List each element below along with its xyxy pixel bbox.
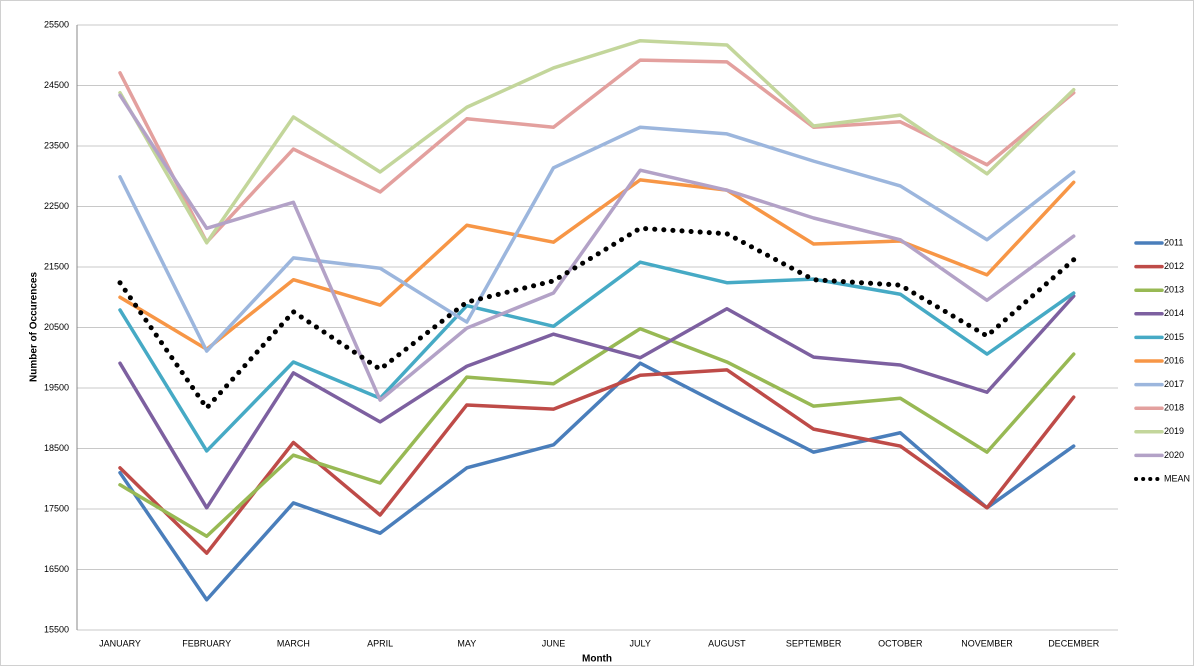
y-tick-label: 18500 [44, 443, 69, 453]
series-line [118, 125, 1076, 353]
legend-label: 2012 [1164, 261, 1184, 271]
series-line [118, 58, 1076, 244]
legend-label: 2013 [1164, 285, 1184, 295]
legend-label: 2015 [1164, 332, 1184, 342]
series-line [118, 368, 1076, 555]
y-tick-label: 21500 [44, 261, 69, 271]
x-tick-label: AUGUST [708, 638, 746, 648]
x-tick-label: DECEMBER [1048, 638, 1100, 648]
x-tick-label: OCTOBER [878, 638, 923, 648]
series-line [118, 361, 1076, 602]
series-line [118, 260, 1076, 453]
legend-label: 2011 [1164, 237, 1183, 247]
y-tick-label: 19500 [44, 382, 69, 392]
y-tick-label: 24500 [44, 80, 69, 90]
series-line [117, 225, 1077, 411]
x-tick-label: MARCH [277, 638, 310, 648]
y-axis-title: Number of Occurences [29, 272, 40, 382]
x-tick-label: FEBRUARY [182, 638, 231, 648]
legend-label: 2016 [1164, 355, 1184, 365]
legend-label: 2020 [1164, 450, 1184, 460]
y-tick-label: 22500 [44, 201, 69, 211]
x-tick-label: MAY [457, 638, 476, 648]
series-line [118, 38, 1076, 245]
x-axis-title: Month [582, 654, 612, 665]
series-line [118, 326, 1076, 538]
y-tick-label: 23500 [44, 140, 69, 150]
x-tick-label: JUNE [542, 638, 566, 648]
legend-label: 2019 [1164, 426, 1184, 436]
legend-label: MEAN [1164, 473, 1190, 483]
y-tick-label: 15500 [44, 624, 69, 634]
y-tick-label: 17500 [44, 503, 69, 513]
x-tick-label: APRIL [367, 638, 393, 648]
legend-label: 2018 [1164, 403, 1184, 413]
legend-label: 2017 [1164, 379, 1184, 389]
series-line [118, 294, 1076, 510]
y-tick-label: 25500 [44, 19, 69, 29]
legend-label: 2014 [1164, 308, 1184, 318]
x-tick-label: JANUARY [99, 638, 141, 648]
series-line [118, 178, 1076, 352]
y-tick-label: 20500 [44, 322, 69, 332]
y-tick-label: 16500 [44, 564, 69, 574]
x-tick-label: SEPTEMBER [786, 638, 842, 648]
x-tick-label: NOVEMBER [961, 638, 1013, 648]
series-line [118, 93, 1076, 402]
x-tick-label: JULY [630, 638, 651, 648]
